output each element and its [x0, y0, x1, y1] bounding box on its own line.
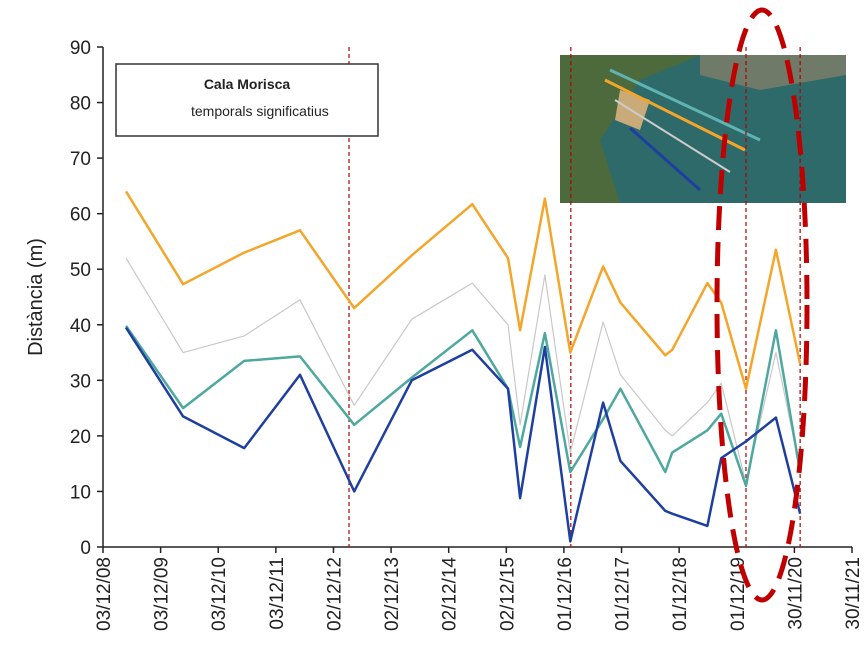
x-tick-label: 30/11/20: [785, 557, 806, 630]
legend-title: Cala Morisca: [204, 76, 291, 92]
x-tick-label: 02/12/14: [440, 557, 461, 631]
x-tick-label: 02/12/12: [324, 557, 345, 631]
x-tick-label: 01/12/17: [613, 557, 634, 631]
x-tick-label: 30/11/21: [843, 557, 864, 630]
y-tick-label: 60: [70, 205, 91, 226]
series-line: [124, 190, 802, 390]
y-axis-label: Distància (m): [25, 238, 47, 356]
y-tick-label: 40: [70, 316, 91, 337]
x-tick-label: 03/12/09: [152, 557, 173, 631]
y-tick-label: 0: [80, 538, 91, 559]
x-tick-label: 03/12/11: [267, 557, 288, 630]
x-tick-label: 02/12/13: [382, 557, 403, 631]
highlight-ellipse: [714, 7, 810, 603]
inset-photo: [560, 55, 846, 203]
y-tick-label: 50: [70, 260, 91, 281]
legend-label: temporals significatius: [191, 103, 329, 119]
series-line: [124, 326, 802, 543]
y-tick-label: 30: [70, 371, 91, 392]
x-tick-label: 03/12/10: [209, 557, 230, 631]
x-tick-label: 03/12/08: [94, 557, 115, 631]
series-line: [124, 325, 802, 488]
y-tick-label: 10: [70, 482, 91, 503]
x-tick-label: 01/12/16: [555, 557, 576, 631]
series-line: [125, 257, 801, 484]
y-tick-label: 90: [70, 38, 91, 59]
x-tick-label: 02/12/15: [497, 557, 518, 631]
y-tick-label: 80: [70, 94, 91, 115]
y-tick-label: 70: [70, 149, 91, 170]
legend-box: [115, 63, 379, 137]
y-tick-label: 20: [70, 427, 91, 448]
x-tick-label: 01/12/18: [670, 557, 691, 631]
x-tick-label: 01/12/19: [728, 557, 749, 631]
